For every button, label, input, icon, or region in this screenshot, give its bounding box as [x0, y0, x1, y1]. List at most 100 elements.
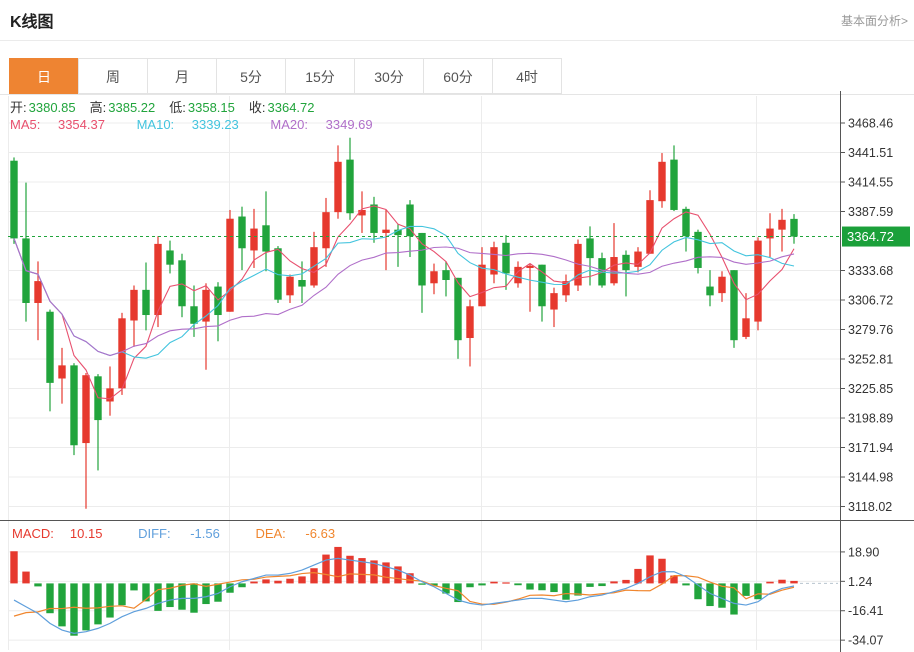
macd-bar [214, 583, 222, 602]
candle-down [238, 216, 246, 249]
macd-bar [418, 583, 426, 585]
period-tabs: 日周月 5分 15分 30分 60分 4时 [9, 58, 562, 94]
macd-bar [178, 583, 186, 610]
ma-row: MA5: 3354.37 MA10: 3339.23 MA20: 3349.69 [10, 117, 401, 132]
candle-up [226, 218, 234, 312]
macd-bar [130, 583, 138, 591]
candle-up [82, 375, 90, 444]
candle-up [58, 365, 66, 379]
macd-bar [478, 583, 486, 586]
low-value: 3358.15 [187, 100, 235, 115]
ma5-line [13, 205, 795, 400]
macd-bar [94, 583, 102, 625]
macd-bar [238, 583, 246, 588]
macd-bar [262, 579, 270, 584]
macd-bar [706, 583, 714, 607]
tab-30分[interactable]: 30分 [354, 58, 424, 94]
ma10-line [13, 225, 795, 359]
dea-value: DEA: -6.63 [255, 526, 336, 541]
candle-up [430, 271, 438, 284]
macd-bar [370, 560, 378, 584]
candle-down [586, 238, 594, 259]
macd-bar [766, 581, 774, 584]
price-axis-label: 3306.72 [848, 294, 893, 308]
candle-down [370, 204, 378, 233]
macd-bar [586, 583, 594, 587]
open-label: 开: [10, 100, 27, 115]
macd-bar [46, 583, 54, 614]
price-axis-label: 3252.81 [848, 353, 893, 367]
candle-down [262, 225, 270, 252]
candle-down [298, 280, 306, 287]
ohlc-row: 开: 3380.85 高: 3385.22 低: 3358.15 收: 3364.72 [10, 97, 329, 116]
macd-axis-label: -34.07 [848, 634, 883, 648]
candle-up [514, 266, 522, 284]
candle-down [670, 159, 678, 210]
macd-bar [682, 583, 690, 586]
candle-up [610, 257, 618, 284]
macd-bar [334, 546, 342, 584]
tab-月[interactable]: 月 [147, 58, 217, 94]
candle-up [478, 264, 486, 307]
macd-bar [82, 583, 90, 631]
current-price-tag-text: 3364.72 [847, 229, 894, 244]
candle-down [214, 286, 222, 316]
tab-日[interactable]: 日 [9, 58, 79, 94]
open-value: 3380.85 [28, 100, 76, 115]
candle-down [394, 229, 402, 236]
tab-5分[interactable]: 5分 [216, 58, 286, 94]
candle-down [418, 232, 426, 286]
candle-down [538, 264, 546, 307]
candle-up [382, 229, 390, 233]
page-title: K线图 [10, 14, 54, 31]
candle-down [10, 160, 18, 239]
candle-up [754, 240, 762, 322]
macd-bar [646, 555, 654, 584]
candle-up [106, 388, 114, 402]
candle-down [442, 270, 450, 281]
tab-15分[interactable]: 15分 [285, 58, 355, 94]
candle-down [730, 270, 738, 341]
macd-bar [538, 583, 546, 591]
macd-bar [22, 571, 30, 584]
macd-bar [610, 581, 618, 584]
macd-bar [406, 573, 414, 584]
macd-bar [322, 554, 330, 584]
candle-up [634, 251, 642, 267]
macd-bar [454, 583, 462, 603]
price-axis-label: 3198.89 [848, 412, 893, 426]
tab-4时[interactable]: 4时 [492, 58, 562, 94]
macd-bar [358, 558, 366, 584]
price-axis-label: 3225.85 [848, 382, 893, 396]
ma20-line [13, 238, 795, 357]
macd-bar [514, 583, 522, 586]
tab-周[interactable]: 周 [78, 58, 148, 94]
price-axis-label: 3441.51 [848, 146, 893, 160]
candle-down [694, 231, 702, 268]
candle-up [154, 243, 162, 316]
macd-bar [658, 558, 666, 584]
price-axis-label: 3171.94 [848, 441, 893, 455]
candle-up [646, 200, 654, 254]
price-axis-label: 3144.98 [848, 471, 893, 485]
candle-down [406, 204, 414, 237]
macd-bar [466, 583, 474, 588]
candle-up [130, 289, 138, 321]
macd-bar [34, 583, 42, 587]
macd-bar [118, 583, 126, 606]
macd-bar [166, 583, 174, 608]
candle-up [358, 209, 366, 216]
macd-bar [202, 583, 210, 605]
candle-up [778, 219, 786, 230]
fundamental-analysis-link[interactable]: 基本面分析> [840, 14, 908, 28]
candle-up [202, 289, 210, 322]
candle-up [118, 318, 126, 389]
macd-bar [274, 580, 282, 584]
macd-bar [310, 568, 318, 584]
tab-60分[interactable]: 60分 [423, 58, 493, 94]
price-axis-label: 3468.46 [848, 117, 893, 131]
macd-bar [778, 579, 786, 584]
candle-down [346, 159, 354, 214]
